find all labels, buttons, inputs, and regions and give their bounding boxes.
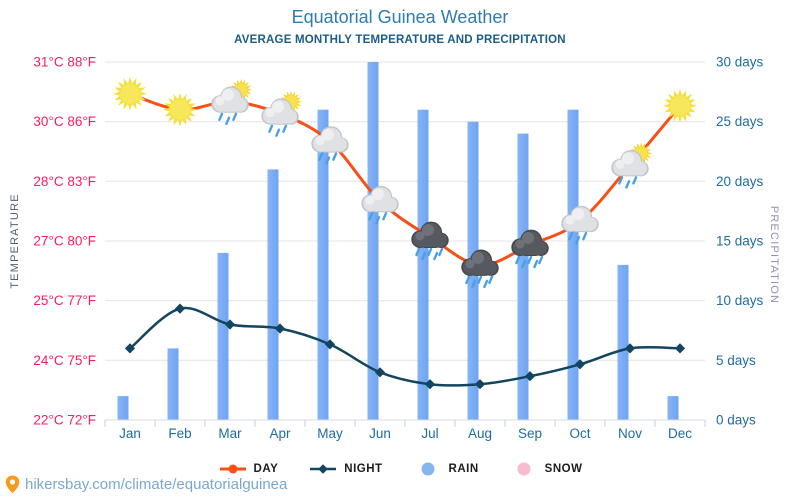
legend-label: SNOW — [544, 463, 583, 475]
right-axis-tick: 20 days — [716, 174, 764, 189]
x-axis-label-feb: Feb — [168, 426, 191, 441]
left-axis-tick: 25°C 77°F — [33, 293, 96, 308]
x-axis-label-jan: Jan — [119, 426, 141, 441]
footer-link[interactable]: hikersbay.com/climate/equatorialguinea — [25, 476, 288, 493]
night-series — [124, 303, 686, 390]
rain-bar-oct[interactable] — [567, 109, 579, 420]
right-axis-title: PRECIPITATION — [768, 206, 780, 304]
rain-bar-jan[interactable] — [117, 396, 129, 420]
rain-bar-jul[interactable] — [417, 109, 429, 420]
legend-label: DAY — [253, 463, 279, 475]
weather-icon-sun-cloud-rain[interactable] — [261, 90, 302, 137]
left-axis-tick: 22°C 72°F — [33, 413, 96, 428]
night-point-feb[interactable] — [174, 303, 186, 314]
legend-item-rain: RAIN — [413, 461, 479, 477]
rain-bar-jun[interactable] — [367, 62, 379, 420]
legend-marker-night — [310, 464, 337, 474]
right-axis-tick: 15 days — [716, 234, 764, 249]
weather-icon-sun[interactable] — [163, 92, 197, 127]
x-axis-label-aug: Aug — [468, 426, 492, 441]
weather-icon-sun-cloud-rain[interactable] — [611, 142, 652, 189]
chart-legend: DAY NIGHT RAIN SNOW — [0, 461, 800, 477]
night-point-dec[interactable] — [674, 343, 686, 354]
page-subtitle: AVERAGE MONTHLY TEMPERATURE AND PRECIPIT… — [234, 34, 566, 46]
weather-icon-cloud-rain[interactable] — [311, 126, 349, 165]
rain-bar-dec[interactable] — [667, 396, 679, 420]
weather-icon-storm-rain[interactable] — [511, 229, 549, 269]
rain-bar-may[interactable] — [317, 109, 329, 420]
left-axis-tick: 28°C 83°F — [33, 174, 96, 189]
x-axis-ticks — [104, 419, 706, 427]
location-pin-icon — [5, 475, 20, 494]
weather-icon-cloud-rain[interactable] — [361, 185, 399, 225]
legend-marker-rain — [421, 462, 435, 476]
rain-bar-nov[interactable] — [617, 264, 629, 420]
legend-item-night: NIGHT — [308, 461, 382, 477]
left-axis-tick: 31°C 88°F — [33, 55, 96, 70]
night-temp-line — [129, 306, 681, 387]
rain-bar-mar[interactable] — [217, 252, 229, 420]
legend-marker-snow — [517, 462, 531, 476]
rain-bar-sep[interactable] — [517, 133, 529, 420]
weather-icon-cloud-rain[interactable] — [561, 205, 599, 245]
x-axis-label-oct: Oct — [569, 426, 590, 441]
day-series — [128, 92, 682, 267]
rain-bar-apr[interactable] — [267, 169, 279, 420]
x-axis-label-nov: Nov — [618, 426, 642, 441]
left-axis-title: TEMPERATURE — [9, 193, 21, 289]
x-axis-label-jun: Jun — [369, 426, 391, 441]
left-axis-tick: 24°C 75°F — [33, 353, 96, 368]
weather-icon-storm-rain[interactable] — [461, 249, 499, 289]
legend-item-snow: SNOW — [509, 461, 583, 477]
page-title: Equatorial Guinea Weather — [291, 7, 509, 27]
legend-marker-day — [219, 464, 246, 474]
x-axis-label-sep: Sep — [518, 426, 542, 441]
legend-label: RAIN — [448, 463, 479, 475]
right-axis-tick: 30 days — [716, 55, 764, 70]
weather-icon-storm-rain[interactable] — [411, 221, 449, 261]
x-axis-label-apr: Apr — [269, 426, 291, 441]
left-axis-tick: 30°C 86°F — [33, 114, 96, 129]
right-axis-tick: 0 days — [716, 413, 756, 428]
weather-icons — [113, 76, 697, 289]
axis-labels: 31°C 88°F 30°C 86°F 28°C 83°F 27°C 80°F 25°C… — [9, 55, 780, 442]
legend-item-day: DAY — [218, 461, 279, 477]
rain-bar-feb[interactable] — [167, 348, 179, 420]
x-axis-label-mar: Mar — [218, 426, 242, 441]
left-axis-tick: 27°C 80°F — [33, 234, 96, 249]
weather-icon-sun-cloud-rain[interactable] — [211, 78, 252, 126]
x-axis-label-may: May — [317, 426, 343, 441]
weather-icon-sun[interactable] — [113, 76, 147, 111]
right-axis-tick: 25 days — [716, 114, 764, 129]
right-axis-tick: 10 days — [716, 293, 764, 308]
x-axis-label-jul: Jul — [421, 426, 438, 441]
weather-icon-sun[interactable] — [663, 88, 697, 123]
legend-label: NIGHT — [344, 463, 383, 475]
day-temp-line — [128, 92, 682, 267]
footer: hikersbay.com/climate/equatorialguinea — [5, 475, 287, 494]
right-axis-tick: 5 days — [716, 353, 756, 368]
x-axis-label-dec: Dec — [668, 426, 692, 441]
